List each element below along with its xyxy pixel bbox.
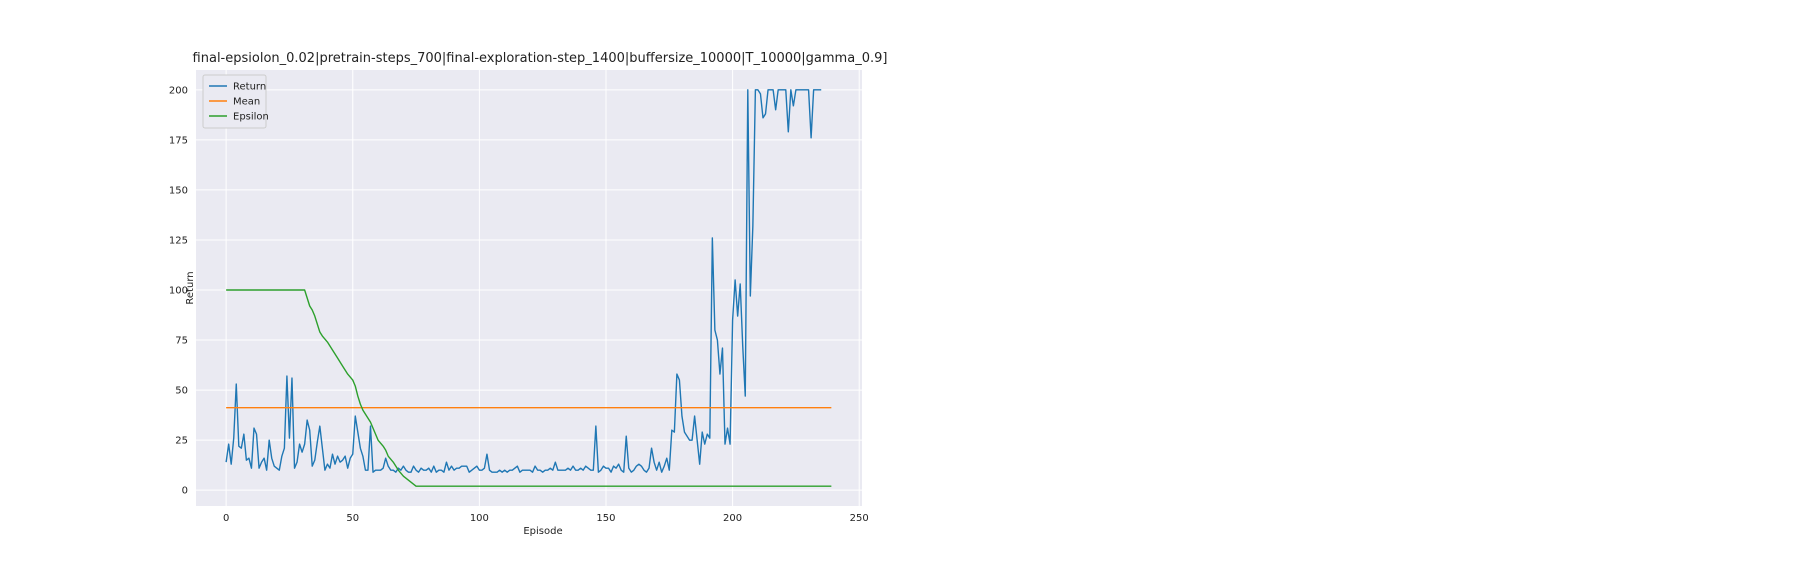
legend-label: Epsilon — [233, 112, 269, 123]
legend-box — [202, 74, 267, 129]
series-return-line — [225, 89, 822, 473]
y-tick-label: 75 — [175, 336, 188, 347]
x-tick-label: 50 — [346, 513, 359, 524]
x-tick-label: 0 — [223, 513, 229, 524]
legend: Return Mean Epsilon — [202, 74, 269, 129]
x-tick-label: 100 — [470, 513, 489, 524]
series-epsilon-line — [226, 289, 832, 487]
y-tick-label: 100 — [169, 286, 188, 297]
y-tick-label: 0 — [182, 486, 188, 497]
legend-label: Return — [233, 82, 266, 93]
y-axis-label: Return — [185, 271, 196, 304]
y-tick-label: 150 — [169, 185, 188, 196]
x-axis-label: Episode — [523, 526, 562, 537]
legend-label: Mean — [233, 97, 260, 108]
y-tick-label: 200 — [169, 85, 188, 96]
x-tick-label: 200 — [723, 513, 742, 524]
y-tick-label: 50 — [175, 386, 188, 397]
x-tick-label: 150 — [596, 513, 615, 524]
y-tick-label: 175 — [169, 135, 188, 146]
series-lines — [225, 89, 832, 487]
x-tick-label: 250 — [850, 513, 869, 524]
chart-title: final-epsiolon_0.02|pretrain-steps_700|f… — [193, 51, 888, 66]
y-tick-label: 25 — [175, 436, 188, 447]
y-tick-label: 125 — [169, 235, 188, 246]
tick-labels: 0 50 100 150 200 250 0 25 50 75 100 125 150 175 200 — [169, 85, 869, 524]
